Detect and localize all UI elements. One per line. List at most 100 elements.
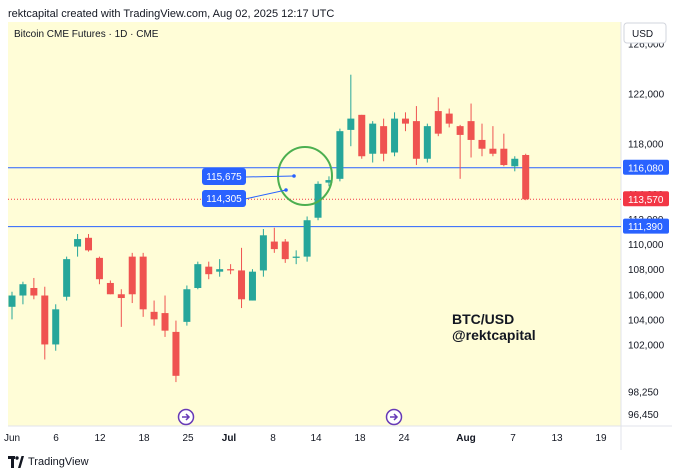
candle (63, 256, 71, 301)
candle (183, 285, 191, 326)
callout-point (292, 174, 296, 178)
candle-body (434, 111, 442, 134)
candle-body (445, 113, 453, 124)
candle (248, 269, 256, 301)
callout-label: 115,675 (206, 172, 242, 183)
candle (281, 239, 289, 263)
candle-body (369, 123, 377, 154)
x-tick-label: Jun (4, 433, 20, 444)
candle-body (150, 311, 158, 320)
event-marker-arrow (182, 413, 191, 421)
candle (95, 256, 103, 285)
candle (467, 103, 475, 158)
candle-body (205, 266, 213, 275)
x-tick-label: 12 (94, 433, 106, 444)
candle-body (227, 269, 235, 271)
x-tick-label: 14 (310, 433, 322, 444)
callout-connector (244, 189, 287, 200)
current-price-tag (623, 191, 669, 207)
candle (303, 216, 311, 262)
candle (19, 281, 27, 305)
event-marker-icon (177, 408, 195, 426)
candle-body (511, 158, 519, 167)
candle-body (423, 126, 431, 159)
candle-body (522, 154, 530, 200)
x-tick-label: 8 (270, 433, 276, 444)
candle-body (85, 237, 93, 251)
candle (434, 97, 442, 137)
y-tick-label: 104,000 (628, 315, 665, 326)
candle (139, 252, 147, 317)
currency-text[interactable]: USD (632, 29, 653, 40)
candle (30, 277, 38, 300)
level-price-text: 111,390 (628, 222, 663, 233)
y-tick-label: 108,000 (628, 265, 665, 276)
candle-body (281, 241, 289, 260)
candle (161, 295, 169, 337)
watermark: BTC/USD@rektcapital (452, 311, 536, 343)
callout-box (202, 168, 246, 185)
candle-body (172, 331, 180, 376)
currency-label[interactable]: USD (623, 22, 667, 44)
current-price-text: 113,570 (628, 195, 664, 206)
candle (412, 106, 420, 166)
candle (358, 114, 366, 159)
tradingview-logo-icon (8, 456, 24, 468)
candle (238, 247, 246, 309)
x-tick-label: 18 (354, 433, 366, 444)
candle (194, 261, 202, 290)
candle (227, 264, 235, 275)
candle (325, 176, 333, 187)
x-tick-label: Jul (222, 433, 237, 444)
candle (336, 128, 344, 182)
candle-body (194, 264, 202, 288)
candle-body (467, 121, 475, 140)
y-tick-label: 110,000 (628, 240, 664, 251)
candle-body (30, 287, 38, 296)
candle (216, 259, 224, 277)
event-marker-icon (385, 408, 403, 426)
candle-body (161, 313, 169, 331)
candle-body (325, 180, 333, 183)
chart-title: Bitcoin CME Futures · 1D · CME (14, 29, 159, 40)
candle-body (63, 259, 71, 297)
candle (106, 280, 114, 295)
y-tick-label: 126,000 (628, 39, 665, 50)
level-price-tag (623, 218, 669, 234)
candle-body (19, 284, 27, 296)
level-lines (8, 167, 621, 228)
candle-body (95, 257, 103, 280)
candle (41, 286, 49, 360)
candle (347, 74, 355, 147)
candle (259, 229, 267, 277)
watermark-line: @rektcapital (452, 327, 536, 343)
y-axis: 126,000122,000118,000114,000112,000110,0… (623, 39, 669, 421)
currency-box[interactable] (623, 22, 667, 44)
candle (489, 126, 497, 157)
candle-body (336, 131, 344, 179)
level-price-label: 111,390 (623, 218, 669, 234)
candle (391, 112, 399, 157)
candle (423, 123, 431, 163)
candle-body (106, 282, 114, 295)
candle-body (238, 270, 246, 300)
event-markers (177, 408, 403, 426)
candle-body (52, 309, 60, 345)
footer-brand: TradingView (28, 456, 89, 468)
current-price-label: 113,570 (623, 191, 669, 207)
candle (74, 234, 82, 257)
y-tick-label: 96,450 (628, 410, 659, 421)
x-tick-label: 18 (138, 433, 150, 444)
candle-body (259, 235, 267, 271)
x-tick-label: 19 (595, 433, 607, 444)
candle-body (401, 118, 409, 124)
candle-body (456, 126, 464, 135)
watermark-line: BTC/USD (452, 311, 514, 327)
level-price-text: 116,080 (628, 163, 664, 174)
candle (8, 291, 16, 320)
candle (150, 300, 158, 326)
y-tick-label: 102,000 (628, 340, 665, 351)
y-tick-label: 98,250 (628, 387, 659, 398)
candle-body (303, 220, 311, 257)
